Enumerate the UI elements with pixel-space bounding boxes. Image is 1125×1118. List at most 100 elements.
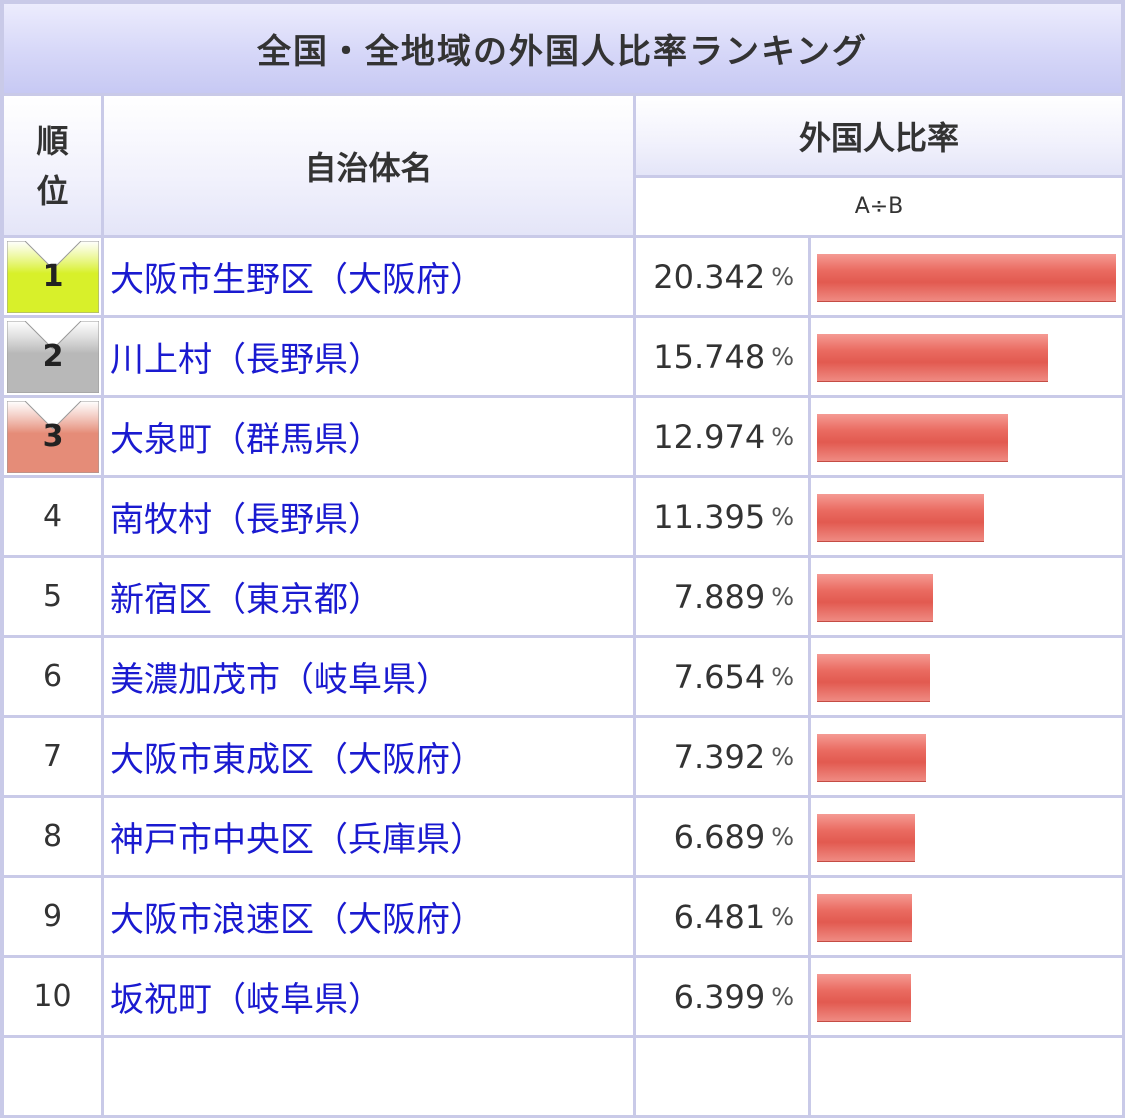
ratio-bar (817, 254, 1116, 302)
ratio-value: 7.392 (673, 737, 766, 776)
rank-number: 5 (42, 579, 63, 614)
crown-silver-icon: 2 (7, 321, 99, 393)
percent-unit: % (771, 262, 794, 291)
percent-unit: % (771, 502, 794, 531)
ratio-bar-cell (811, 1038, 1125, 1118)
municipality-link[interactable]: 南牧村（長野県） (110, 500, 382, 540)
municipality-cell: 坂祝町（岐阜県） (104, 958, 636, 1038)
percent-unit: % (771, 422, 794, 451)
percent-unit: % (771, 982, 794, 1011)
ratio-value-cell: 7.889% (636, 558, 811, 638)
ratio-value-cell: 11.395% (636, 478, 811, 558)
municipality-link[interactable]: 美濃加茂市（岐阜県） (110, 660, 450, 700)
ratio-bar (817, 574, 933, 622)
header-rank: 順 位 (0, 96, 104, 238)
municipality-link[interactable]: 大阪市生野区（大阪府） (110, 260, 484, 300)
ratio-bar-cell (811, 558, 1125, 638)
percent-unit: % (771, 582, 794, 611)
header-ratio-label: 外国人比率 (798, 118, 959, 157)
header-name: 自治体名 (104, 96, 636, 238)
municipality-link[interactable]: 大阪市東成区（大阪府） (110, 740, 484, 780)
rank-cell: 2 (0, 318, 104, 398)
ratio-bar-cell (811, 478, 1125, 558)
municipality-link[interactable]: 坂祝町（岐阜県） (110, 980, 382, 1020)
rank-cell (0, 1038, 104, 1118)
ratio-value-cell: 6.481% (636, 878, 811, 958)
municipality-link[interactable]: 神戸市中央区（兵庫県） (110, 820, 484, 860)
municipality-link[interactable]: 大泉町（群馬県） (110, 420, 382, 460)
municipality-link[interactable]: 新宿区（東京都） (110, 580, 382, 620)
ratio-bar (817, 974, 911, 1022)
municipality-link[interactable]: 川上村（長野県） (110, 340, 382, 380)
rank-number: 1 (42, 259, 64, 294)
ratio-value-cell: 6.399% (636, 958, 811, 1038)
header-formula-label: A÷B (854, 194, 904, 219)
ratio-bar-cell (811, 958, 1125, 1038)
ratio-bar (817, 334, 1048, 382)
municipality-cell: 大阪市浪速区（大阪府） (104, 878, 636, 958)
ratio-bar-cell (811, 878, 1125, 958)
ratio-value: 15.748 (653, 337, 766, 376)
ratio-bar-cell (811, 718, 1125, 798)
rank-cell: 7 (0, 718, 104, 798)
ratio-value: 6.399 (673, 977, 766, 1016)
ratio-value-cell: 15.748% (636, 318, 811, 398)
municipality-cell: 神戸市中央区（兵庫県） (104, 798, 636, 878)
percent-unit: % (771, 902, 794, 931)
rank-number: 7 (42, 739, 63, 774)
header-ratio: 外国人比率 (636, 96, 1125, 178)
ratio-value-cell: 7.654% (636, 638, 811, 718)
rank-cell: 8 (0, 798, 104, 878)
ratio-value: 6.481 (673, 897, 766, 936)
municipality-cell: 美濃加茂市（岐阜県） (104, 638, 636, 718)
ratio-bar-cell (811, 398, 1125, 478)
ratio-value-cell (636, 1038, 811, 1118)
crown-gold-icon: 1 (7, 241, 99, 313)
rank-cell: 5 (0, 558, 104, 638)
table-title: 全国・全地域の外国人比率ランキング (257, 32, 868, 72)
rank-cell: 6 (0, 638, 104, 718)
ratio-bar (817, 814, 915, 862)
ratio-bar (817, 494, 984, 542)
table-title-bar: 全国・全地域の外国人比率ランキング (0, 0, 1125, 96)
ratio-value-cell: 20.342% (636, 238, 811, 318)
ratio-bar-cell (811, 318, 1125, 398)
percent-unit: % (771, 822, 794, 851)
municipality-cell: 新宿区（東京都） (104, 558, 636, 638)
ratio-value-cell: 12.974% (636, 398, 811, 478)
header-rank-char-1: 順 (36, 121, 69, 160)
municipality-cell: 大阪市東成区（大阪府） (104, 718, 636, 798)
ratio-bar-cell (811, 798, 1125, 878)
ratio-bar (817, 734, 926, 782)
header-formula: A÷B (636, 178, 1125, 238)
ratio-bar (817, 894, 912, 942)
municipality-cell: 南牧村（長野県） (104, 478, 636, 558)
ratio-value: 7.889 (673, 577, 766, 616)
municipality-cell: 大泉町（群馬県） (104, 398, 636, 478)
ratio-bar-cell (811, 238, 1125, 318)
rank-number: 9 (42, 899, 63, 934)
ratio-bar-cell (811, 638, 1125, 718)
ratio-value: 7.654 (673, 657, 766, 696)
ratio-value-cell: 6.689% (636, 798, 811, 878)
ratio-value: 11.395 (653, 497, 766, 536)
crown-bronze-icon: 3 (7, 401, 99, 473)
rank-number: 4 (42, 499, 63, 534)
municipality-cell: 川上村（長野県） (104, 318, 636, 398)
ratio-value: 20.342 (653, 257, 766, 296)
header-name-label: 自治体名 (304, 148, 433, 187)
ratio-value-cell: 7.392% (636, 718, 811, 798)
percent-unit: % (771, 662, 794, 691)
municipality-link[interactable]: 大阪市浪速区（大阪府） (110, 900, 484, 940)
rank-cell: 4 (0, 478, 104, 558)
rank-cell: 9 (0, 878, 104, 958)
rank-cell: 3 (0, 398, 104, 478)
rank-number: 2 (42, 339, 64, 374)
rank-number: 6 (42, 659, 63, 694)
rank-cell: 10 (0, 958, 104, 1038)
percent-unit: % (771, 742, 794, 771)
rank-number: 8 (42, 819, 63, 854)
rank-cell: 1 (0, 238, 104, 318)
municipality-cell: 大阪市生野区（大阪府） (104, 238, 636, 318)
